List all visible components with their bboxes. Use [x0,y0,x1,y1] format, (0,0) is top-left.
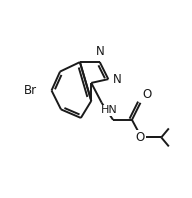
Text: HN: HN [100,105,117,115]
Text: O: O [143,88,152,101]
Text: O: O [136,131,145,144]
Text: Br: Br [24,84,37,97]
Text: N: N [113,73,121,86]
Text: N: N [95,45,104,58]
